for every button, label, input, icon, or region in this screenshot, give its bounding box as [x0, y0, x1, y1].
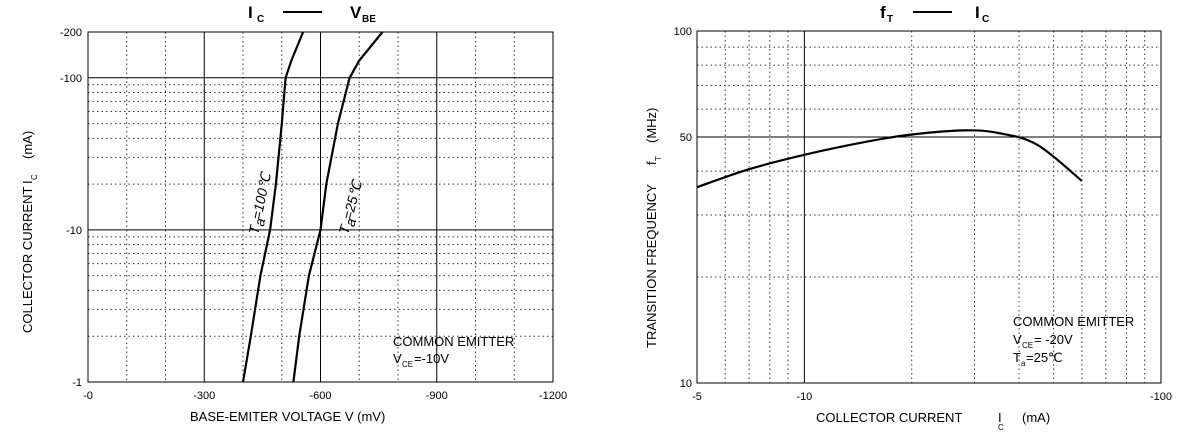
right-x-tick-label: -5 — [692, 391, 702, 403]
right-grid — [697, 31, 1161, 383]
right-annotation-vce-value: = -20V — [1034, 332, 1073, 347]
left-title-ic-sub: C — [257, 14, 264, 25]
right-curves — [696, 129, 1083, 189]
series-line-ta25 — [292, 31, 384, 383]
right-y-label-symbol-sub: T — [654, 156, 663, 161]
ta100-label-value: =100℃ — [248, 169, 274, 221]
series-line-ta100 — [241, 31, 305, 383]
right-y-label-symbol: f — [644, 161, 659, 165]
right-x-tick-label: -100 — [1150, 391, 1172, 403]
left-curves — [241, 31, 384, 383]
right-x-label-unit: (mA) — [1022, 410, 1050, 425]
ta25-label-sub: a — [342, 216, 360, 228]
left-x-tick-label: -0 — [83, 390, 93, 402]
right-title-ic-sub: C — [982, 14, 989, 25]
right-x-label-text: COLLECTOR CURRENT — [816, 410, 962, 425]
left-annotation-vce-value: =-10V — [414, 351, 449, 366]
left-x-tick-label: -900 — [426, 390, 448, 402]
left-x-tick-label: -1200 — [539, 390, 567, 402]
left-x-axis-label: BASE-EMITER VOLTAGE V (mV) — [190, 409, 385, 424]
right-x-tick-label: -10 — [796, 391, 812, 403]
right-annotation-vce-prefix: V — [1013, 332, 1022, 347]
right-title-ft: f — [880, 3, 886, 22]
right-annotation-ta-prefix: T — [1013, 350, 1021, 365]
left-y-tick-label: -200 — [60, 27, 82, 39]
left-plot-frame — [87, 31, 554, 383]
left-title-vbe: V — [350, 3, 362, 22]
left-tick-labels: -0 -300 -600 -900 -1200 -200 -100 -10 -1 — [60, 27, 567, 402]
left-grid — [88, 32, 553, 382]
left-y-tick-label: -10 — [66, 225, 82, 237]
right-annotation-vce-sub: CE — [1022, 341, 1033, 350]
left-chart: I C V BE -0 -300 -600 -900 -1200-200-100-10-… — [20, 3, 567, 424]
series-label-ta25: T a =25℃ — [335, 177, 365, 236]
left-y-label-symbol: I — [20, 180, 35, 184]
left-x-tick-label: -600 — [309, 390, 331, 402]
right-annotation-ta-sub: a — [1021, 359, 1026, 368]
left-y-tick-label: -1 — [72, 377, 82, 389]
right-y-tick-label: 50 — [680, 132, 692, 144]
ta25-label-value: =25℃ — [339, 177, 365, 221]
right-x-label-symbol-sub: C — [998, 423, 1004, 432]
right-chart: f T I C -5 -10 -100 100 50 10 COMMON EMITTER … — [644, 3, 1172, 432]
left-title-vbe-sub: BE — [362, 14, 376, 25]
right-x-label-symbol: I — [998, 410, 1002, 425]
right-annotation-ta-value: =25℃ — [1026, 350, 1063, 365]
right-y-axis-label: TRANSITION FREQUENCY f T (MHz) — [644, 108, 663, 348]
right-y-tick-label: 100 — [674, 26, 692, 38]
left-title-ic: I — [248, 3, 253, 22]
right-x-axis-label: COLLECTOR CURRENT I C (mA) — [816, 410, 1050, 432]
right-tick-labels: -5 -10 -100 100 50 10 — [674, 26, 1172, 403]
right-title-ic: I — [975, 3, 980, 22]
right-title-ft-sub: T — [887, 14, 893, 25]
ta100-label-sub: a — [251, 217, 268, 228]
left-y-label-symbol-sub: C — [30, 174, 39, 180]
right-plot-frame — [696, 30, 1162, 384]
right-y-label-text: TRANSITION FREQUENCY — [644, 184, 659, 348]
left-annotation-vce-sub: CE — [402, 360, 413, 369]
left-y-axis-label: COLLECTOR CURRENT I C (mA) — [20, 131, 39, 333]
left-annotation-line1: COMMON EMITTER — [393, 334, 514, 349]
right-annotation-line1: COMMON EMITTER — [1013, 314, 1134, 329]
left-annotation-vce-prefix: V — [393, 351, 402, 366]
left-annotation: COMMON EMITTER V CE =-10V — [393, 334, 514, 369]
left-y-label-unit: (mA) — [20, 131, 35, 159]
left-x-tick-label: -300 — [193, 390, 215, 402]
right-y-label-unit: (MHz) — [644, 108, 659, 143]
right-y-tick-label: 10 — [680, 378, 692, 390]
left-y-tick-label: -100 — [60, 73, 82, 85]
series-line-ft — [696, 129, 1083, 189]
left-y-label-text: COLLECTOR CURRENT — [20, 187, 35, 333]
right-annotation: COMMON EMITTER V CE = -20V T a =25℃ — [1013, 314, 1134, 368]
